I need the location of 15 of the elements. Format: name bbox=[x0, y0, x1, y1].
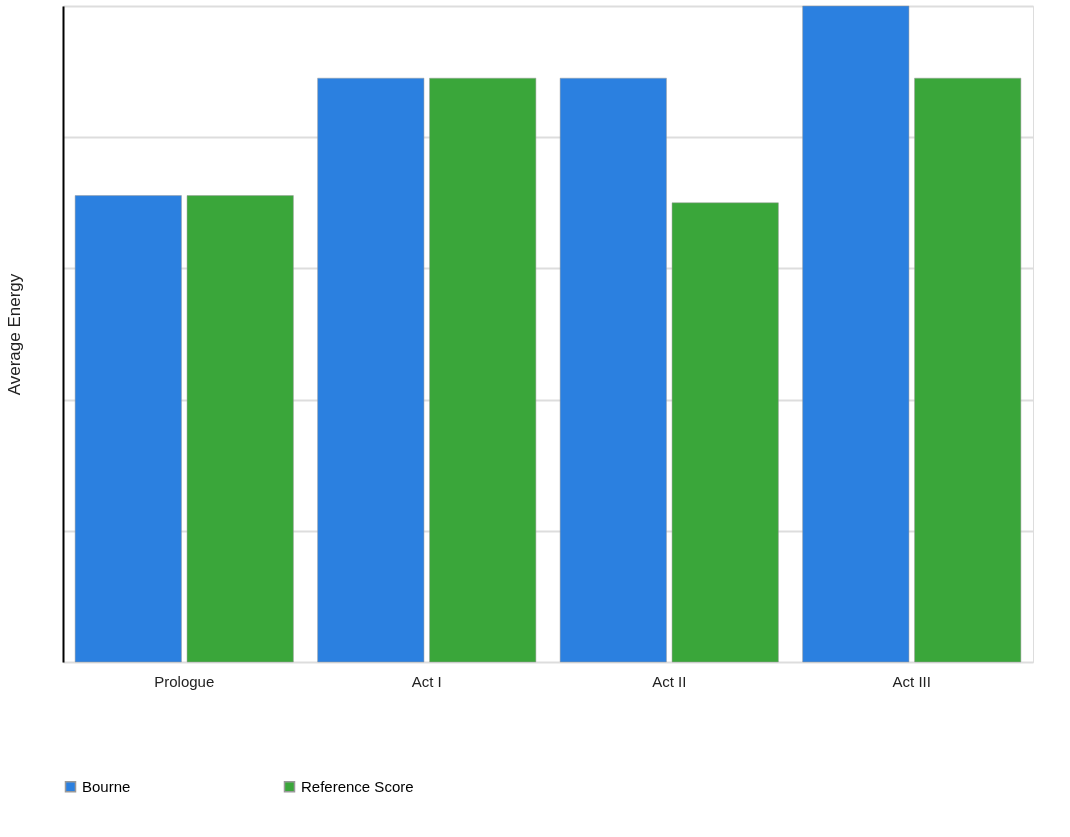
bar bbox=[429, 77, 537, 663]
legend-label: Reference Score bbox=[301, 777, 414, 795]
bar bbox=[802, 5, 910, 663]
bar bbox=[74, 195, 182, 663]
legend-label: Bourne bbox=[82, 777, 131, 795]
bar bbox=[914, 77, 1022, 663]
x-tick-label: Act II bbox=[652, 672, 687, 690]
x-tick-label: Act III bbox=[892, 672, 931, 690]
bar bbox=[317, 77, 425, 663]
bar bbox=[559, 77, 667, 663]
x-tick-label: Act I bbox=[411, 672, 442, 690]
bar bbox=[671, 202, 779, 663]
y-axis-title: Average Energy bbox=[4, 273, 24, 396]
bar bbox=[186, 195, 294, 663]
x-tick-label: Prologue bbox=[154, 672, 215, 690]
